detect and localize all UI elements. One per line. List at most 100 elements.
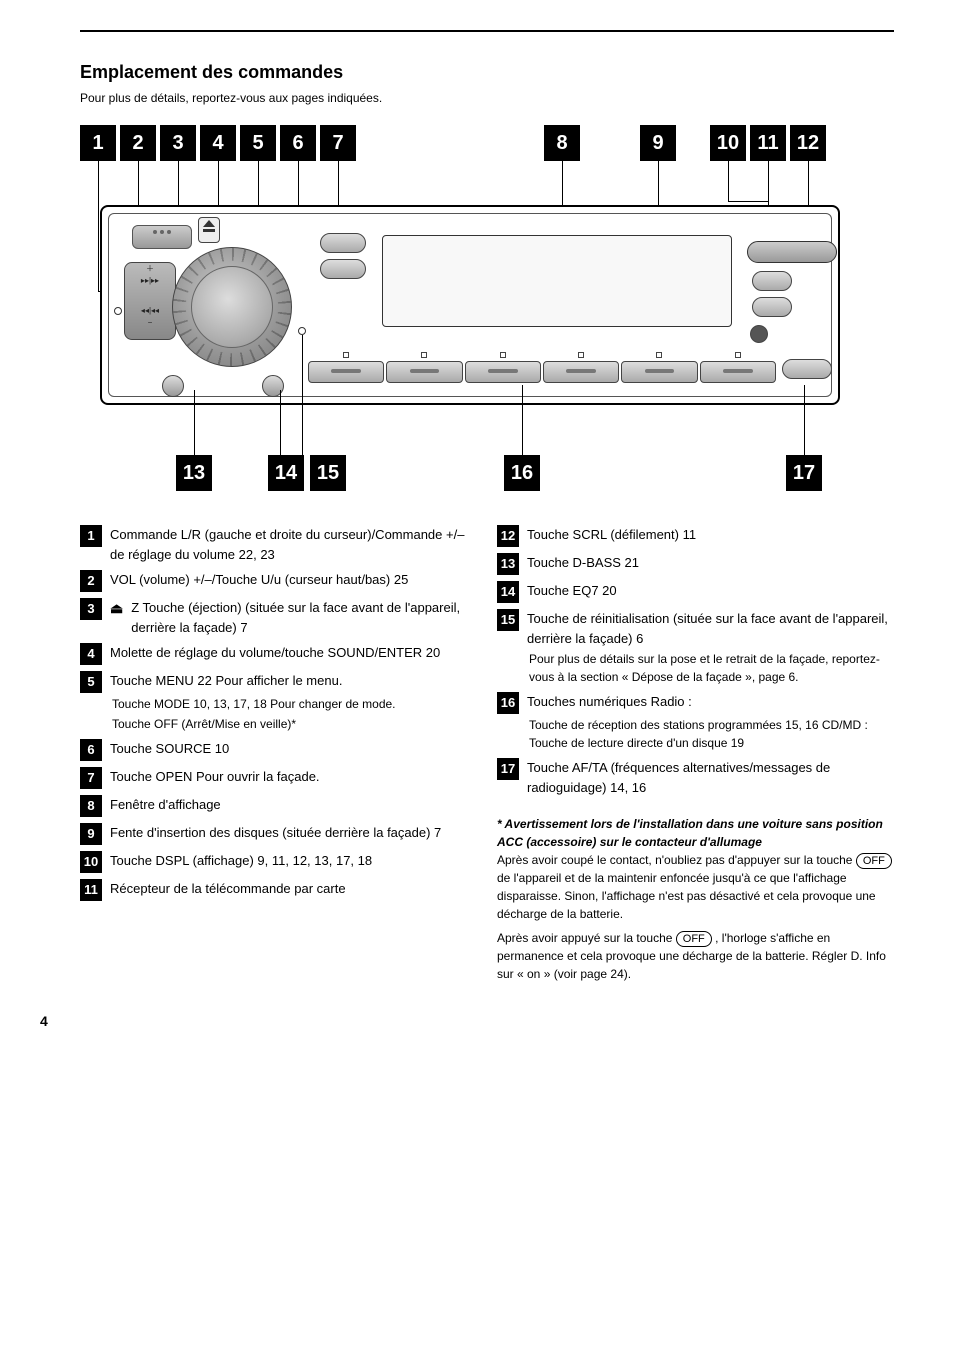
callout-13: 13: [176, 455, 212, 491]
legend-n-16: 16: [497, 692, 519, 714]
legend-t-9: Fente d'insertion des disques (située de…: [110, 823, 477, 845]
legend-t-16: Touches numériques Radio :: [527, 692, 894, 714]
device-body: ＋ ▸▸|▸▸ ◂◂|◂◂ −: [100, 205, 840, 405]
callout-4: 4: [200, 125, 236, 161]
leader: [728, 161, 729, 201]
note-body: Après avoir coupé le contact, n'oubliez …: [497, 851, 894, 923]
legend-t-3: Z Touche (éjection) (située sur la face …: [131, 598, 477, 637]
leader: [98, 161, 99, 291]
preset-6: [700, 361, 776, 383]
callout-11: 11: [750, 125, 786, 161]
leader: [194, 390, 195, 455]
af-ta-button: [782, 359, 832, 379]
device-diagram: 1 2 3 4 5 6 7 8 9 10 11 12: [80, 125, 894, 495]
callouts-bottom-mid: 16: [504, 455, 540, 491]
callout-7: 7: [320, 125, 356, 161]
legend-t-6: Touche SOURCE 10: [110, 739, 477, 761]
legend-t-5: Touche MENU 22 Pour afficher le menu.: [110, 671, 477, 693]
callout-3: 3: [160, 125, 196, 161]
off-label-2: OFF: [676, 931, 712, 947]
note-title: * Avertissement lors de l'installation d…: [497, 815, 894, 851]
eject-icon: ⏏: [110, 598, 123, 637]
legend-t-12: Touche SCRL (défilement) 11: [527, 525, 894, 547]
callouts-top-left: 1 2 3 4 5 6 7: [80, 125, 356, 161]
eject-tab: [198, 217, 220, 243]
volume-knob: [172, 247, 292, 367]
legend-n-12: 12: [497, 525, 519, 547]
legend-n-1: 1: [80, 525, 102, 547]
callout-6: 6: [280, 125, 316, 161]
legend-t-17: Touche AF/TA (fréquences alternatives/me…: [527, 758, 894, 797]
leader: [804, 385, 805, 455]
leader: [522, 385, 523, 455]
legend-t-11: Récepteur de la télécommande par carte: [110, 879, 477, 901]
legend-t-2: VOL (volume) +/–/Touche U/u (curseur hau…: [110, 570, 477, 592]
legend-t-1: Commande L/R (gauche et droite du curseu…: [110, 525, 477, 564]
source-button: [320, 233, 366, 253]
preset-1: [308, 361, 384, 383]
dbass-button: [162, 375, 184, 397]
callouts-top-mid: 8 9: [544, 125, 676, 161]
legend-n-8: 8: [80, 795, 102, 817]
callout-2: 2: [120, 125, 156, 161]
legend-n-14: 14: [497, 581, 519, 603]
disc-slot-edge: [747, 241, 837, 263]
callout-16: 16: [504, 455, 540, 491]
callout-9: 9: [640, 125, 676, 161]
legend-n-7: 7: [80, 767, 102, 789]
legend-sub-5b: Touche OFF (Arrêt/Mise en veille)*: [112, 715, 477, 733]
callouts-bottom-right: 17: [786, 455, 822, 491]
callout-17: 17: [786, 455, 822, 491]
legend-n-2: 2: [80, 570, 102, 592]
callout-1: 1: [80, 125, 116, 161]
legend-t-8: Fenêtre d'affichage: [110, 795, 477, 817]
mic-hole: [114, 307, 122, 315]
legend-n-5: 5: [80, 671, 102, 693]
legend-sub-16: Touche de réception des stations program…: [529, 716, 894, 752]
leader: [280, 390, 281, 455]
leader: [302, 335, 303, 455]
display-window: [382, 235, 732, 327]
legend-t-4: Molette de réglage du volume/touche SOUN…: [110, 643, 477, 665]
callout-12: 12: [790, 125, 826, 161]
warning-note: * Avertissement lors de l'installation d…: [497, 815, 894, 983]
legend-n-11: 11: [80, 879, 102, 901]
slot-cover: [132, 225, 192, 249]
preset-4: [543, 361, 619, 383]
callout-10: 10: [710, 125, 746, 161]
scrl-button: [752, 297, 792, 317]
legend-t-10: Touche DSPL (affichage) 9, 11, 12, 13, 1…: [110, 851, 477, 873]
legend-n-9: 9: [80, 823, 102, 845]
callouts-bottom-left: 13 14 15: [176, 455, 346, 491]
page-subnote: Pour plus de détails, reportez-vous aux …: [80, 91, 894, 105]
callout-14: 14: [268, 455, 304, 491]
callout-5: 5: [240, 125, 276, 161]
callouts-top-right: 10 11 12: [710, 125, 826, 161]
legend-right-col: 12Touche SCRL (défilement) 11 13Touche D…: [497, 525, 894, 983]
preset-row: [307, 357, 777, 387]
seek-pad: ＋ ▸▸|▸▸ ◂◂|◂◂ −: [124, 262, 176, 340]
dspl-button: [752, 271, 792, 291]
page-heading: Emplacement des commandes: [80, 62, 894, 83]
legend-sub-5a: Touche MODE 10, 13, 17, 18 Pour changer …: [112, 695, 477, 713]
note-body-2: Après avoir appuyé sur la touche OFF , l…: [497, 929, 894, 983]
legend-n-3: 3: [80, 598, 102, 620]
legend: 1 Commande L/R (gauche et droite du curse…: [80, 525, 894, 983]
legend-n-6: 6: [80, 739, 102, 761]
leader: [728, 201, 768, 202]
preset-5: [621, 361, 697, 383]
page-number: 4: [40, 1013, 894, 1029]
legend-left-col: 1 Commande L/R (gauche et droite du curse…: [80, 525, 477, 983]
off-label-1: OFF: [856, 853, 892, 869]
callout-15: 15: [310, 455, 346, 491]
legend-n-4: 4: [80, 643, 102, 665]
legend-t-14: Touche EQ7 20: [527, 581, 894, 603]
legend-t-15: Touche de réinitialisation (située sur l…: [527, 609, 894, 648]
open-button: [320, 259, 366, 279]
reset-hole: [298, 327, 306, 335]
legend-t-7: Touche OPEN Pour ouvrir la façade.: [110, 767, 477, 789]
legend-n-17: 17: [497, 758, 519, 780]
legend-n-13: 13: [497, 553, 519, 575]
preset-3: [465, 361, 541, 383]
legend-sub-15: Pour plus de détails sur la pose et le r…: [529, 650, 894, 686]
